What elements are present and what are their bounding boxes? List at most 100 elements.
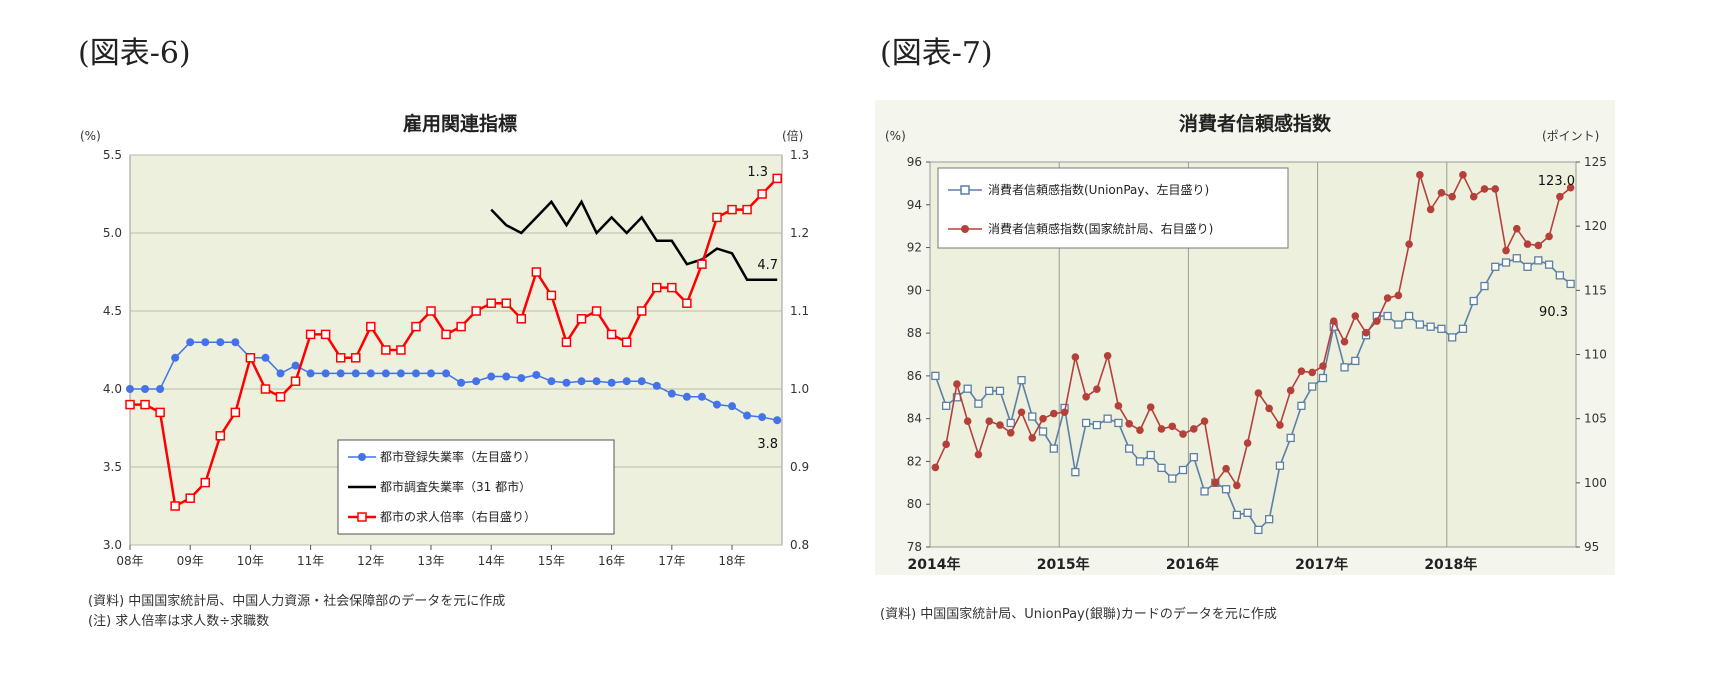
data-point bbox=[576, 314, 587, 324]
data-point bbox=[742, 204, 752, 215]
data-point bbox=[577, 377, 586, 386]
data-point bbox=[141, 385, 150, 393]
x-tick-label: 2016年 bbox=[1166, 556, 1219, 573]
x-tick-label: 2014年 bbox=[908, 556, 961, 573]
y-left-tick-label: 3.0 bbox=[103, 538, 122, 552]
y-right-tick-label: 0.8 bbox=[790, 538, 809, 552]
data-point bbox=[697, 259, 707, 269]
data-point bbox=[743, 411, 752, 420]
x-tick-label: 08年 bbox=[116, 554, 143, 568]
data-point bbox=[320, 329, 331, 340]
data-point bbox=[1233, 481, 1241, 490]
data-point bbox=[606, 329, 617, 340]
data-point bbox=[155, 407, 165, 418]
y-left-tick-label: 90 bbox=[907, 283, 922, 297]
data-point bbox=[963, 417, 972, 426]
data-point bbox=[1276, 421, 1284, 429]
data-point bbox=[546, 290, 557, 301]
data-point bbox=[501, 298, 512, 308]
data-point bbox=[1114, 402, 1123, 410]
data-point bbox=[1426, 322, 1435, 331]
legend-label-ratio: 都市の求人倍率（右目盛り） bbox=[380, 509, 536, 524]
x-tick-label: 16年 bbox=[598, 554, 625, 568]
data-point bbox=[995, 386, 1005, 396]
data-point bbox=[335, 353, 346, 363]
data-point bbox=[1556, 192, 1564, 201]
x-tick-label: 14年 bbox=[478, 554, 505, 568]
annotation-nbs-latest: 123.0 bbox=[1538, 174, 1575, 189]
data-point bbox=[1146, 450, 1155, 460]
data-point bbox=[931, 371, 940, 381]
data-point bbox=[171, 353, 180, 362]
data-point bbox=[772, 173, 782, 184]
y-right-tick-label: 125 bbox=[1584, 155, 1607, 169]
data-point bbox=[366, 369, 375, 378]
data-point bbox=[591, 306, 602, 316]
data-point bbox=[758, 413, 767, 422]
data-point bbox=[230, 407, 241, 418]
data-point bbox=[381, 345, 391, 355]
x-tick-label: 11年 bbox=[297, 554, 324, 568]
data-point bbox=[1071, 353, 1080, 361]
series-line-1 bbox=[490, 199, 778, 282]
data-point bbox=[215, 431, 226, 441]
data-point bbox=[1189, 453, 1198, 462]
annotation-unionpay-latest: 90.3 bbox=[1539, 305, 1568, 320]
data-point bbox=[963, 384, 972, 393]
data-point bbox=[1135, 457, 1145, 466]
data-point bbox=[1394, 291, 1403, 300]
data-point bbox=[942, 440, 950, 449]
data-point bbox=[517, 374, 526, 383]
data-point bbox=[942, 401, 951, 410]
data-point bbox=[1501, 258, 1511, 267]
data-point bbox=[260, 384, 271, 394]
data-point bbox=[1178, 465, 1188, 475]
data-point bbox=[1448, 192, 1456, 201]
data-point bbox=[1006, 418, 1015, 428]
data-point bbox=[321, 369, 330, 378]
data-point bbox=[1254, 389, 1263, 397]
data-point bbox=[1286, 386, 1295, 395]
y-left-tick-label: 92 bbox=[907, 241, 922, 255]
data-point bbox=[985, 417, 994, 426]
data-point bbox=[1017, 376, 1026, 385]
data-point bbox=[1081, 418, 1091, 428]
x-tick-label: 2015年 bbox=[1037, 556, 1090, 573]
data-point bbox=[201, 338, 210, 347]
data-point bbox=[1404, 311, 1414, 321]
data-point bbox=[1394, 320, 1403, 329]
data-point bbox=[1006, 428, 1015, 437]
x-tick-label: 18年 bbox=[718, 554, 745, 568]
data-point bbox=[1125, 444, 1134, 453]
y-left-tick-label: 86 bbox=[907, 369, 922, 383]
y-left-tick-label: 80 bbox=[907, 497, 922, 511]
data-point bbox=[1416, 171, 1424, 179]
data-point bbox=[456, 321, 466, 332]
x-tick-label: 10年 bbox=[237, 554, 264, 568]
data-point bbox=[1437, 189, 1446, 197]
legend: 都市登録失業率（左目盛り） 都市調査失業率（31 都市） 都市の求人倍率（右目盛… bbox=[337, 439, 615, 535]
data-point bbox=[426, 306, 436, 316]
right-axis-unit: (倍) bbox=[782, 128, 803, 143]
data-point bbox=[1103, 351, 1112, 360]
data-point bbox=[1318, 373, 1328, 383]
data-point bbox=[1038, 427, 1048, 436]
data-point bbox=[1049, 444, 1058, 453]
data-point bbox=[1146, 403, 1155, 411]
data-point bbox=[1265, 404, 1273, 413]
data-point bbox=[1415, 320, 1425, 329]
data-point bbox=[276, 369, 285, 378]
data-point bbox=[1351, 356, 1360, 366]
data-point bbox=[306, 369, 315, 378]
data-point bbox=[637, 377, 646, 386]
data-point bbox=[471, 306, 481, 316]
data-point bbox=[1545, 232, 1553, 241]
data-point bbox=[126, 385, 134, 393]
legend-label-survey: 都市調査失業率（31 都市） bbox=[380, 479, 531, 494]
data-point bbox=[1555, 271, 1564, 280]
data-point bbox=[442, 369, 451, 378]
y-right-tick-label: 115 bbox=[1584, 283, 1607, 297]
data-point bbox=[667, 282, 677, 293]
data-point bbox=[290, 376, 301, 386]
